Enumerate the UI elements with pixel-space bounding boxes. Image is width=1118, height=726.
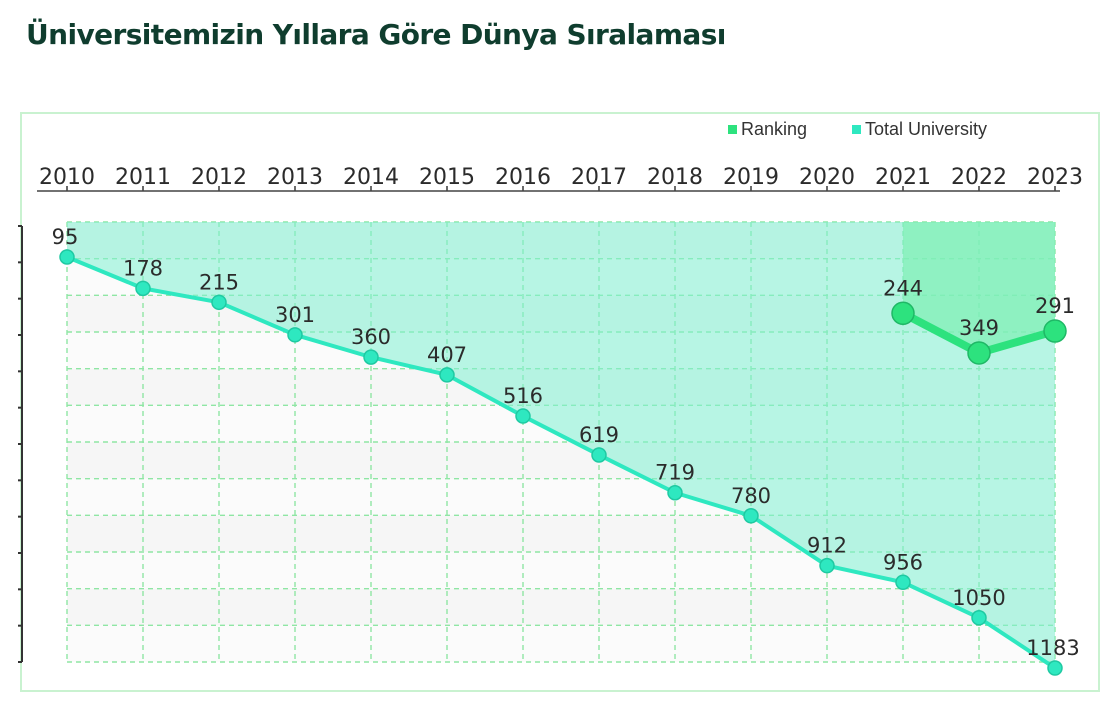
x-tick-label: 2017: [571, 165, 627, 190]
total-university-point: [211, 294, 227, 311]
total-university-label: 516: [503, 384, 543, 408]
legend-label: Ranking: [741, 119, 807, 139]
series-points: [59, 249, 1067, 676]
ranking-point: [1043, 319, 1067, 343]
total-university-label: 1183: [1026, 636, 1079, 660]
total-university-point: [135, 280, 151, 297]
total-university-point: [591, 447, 607, 463]
total-university-label: 719: [655, 461, 695, 485]
total-university-line: [66, 255, 1057, 670]
total-university-label: 407: [427, 343, 467, 367]
x-tick-label: 2015: [419, 165, 475, 190]
series-areas: [67, 222, 1055, 669]
legend-swatch: [852, 125, 861, 134]
total-university-label: 178: [123, 256, 163, 280]
ranking-area: [903, 222, 1055, 353]
total-university-point: [971, 610, 987, 626]
total-university-area: [67, 222, 1055, 669]
total-university-point: [439, 367, 455, 383]
x-tick-label: 2013: [267, 165, 323, 190]
x-tick-label: 2023: [1027, 165, 1083, 190]
data-labels: 95 178 215 301 360 407 516 619 719 780 912 956 1050 1…: [52, 225, 1080, 660]
ranking-label: 291: [1035, 294, 1075, 318]
total-university-label: 360: [351, 325, 391, 349]
x-tick-label: 2010: [39, 165, 95, 190]
total-university-point: [819, 557, 835, 574]
total-university-label: 95: [52, 225, 79, 249]
ranking-label: 349: [959, 316, 999, 340]
total-university-label: 912: [807, 534, 847, 558]
x-tick-label: 2022: [951, 165, 1007, 190]
total-university-point: [667, 484, 683, 501]
total-university-point: [895, 574, 911, 591]
legend-swatch: [728, 125, 737, 134]
chart-legend: Ranking Total University: [728, 119, 987, 139]
x-tick-label: 2021: [875, 165, 931, 190]
plot-band: [67, 625, 1055, 662]
total-university-label: 1050: [952, 586, 1005, 610]
page-title: Üniversitemizin Yıllara Göre Dünya Sıral…: [26, 18, 726, 51]
total-university-label: 956: [883, 550, 923, 574]
x-tick-label: 2014: [343, 165, 399, 190]
total-university-point: [515, 408, 531, 424]
total-university-point: [59, 249, 75, 265]
axes: 2010 2011 2012 2013 2014 2015 2016 2017 2018 2019…: [18, 165, 1083, 663]
ranking-point: [891, 301, 915, 326]
x-tick-label: 2011: [115, 165, 171, 190]
x-tick-label: 2019: [723, 165, 779, 190]
total-university-point: [287, 327, 303, 343]
x-tick-label: 2020: [799, 165, 855, 190]
x-tick-label: 2016: [495, 165, 551, 190]
total-university-label: 619: [579, 423, 619, 447]
total-university-point: [743, 508, 759, 524]
total-university-point: [1047, 660, 1063, 676]
legend-label: Total University: [865, 119, 987, 139]
x-tick-label: 2018: [647, 165, 703, 190]
total-university-point: [363, 349, 379, 365]
ranking-label: 244: [883, 276, 923, 300]
ranking-point: [967, 341, 991, 365]
total-university-label: 215: [199, 270, 239, 294]
x-tick-label: 2012: [191, 165, 247, 190]
total-university-label: 301: [275, 303, 315, 327]
total-university-label: 780: [731, 484, 771, 508]
